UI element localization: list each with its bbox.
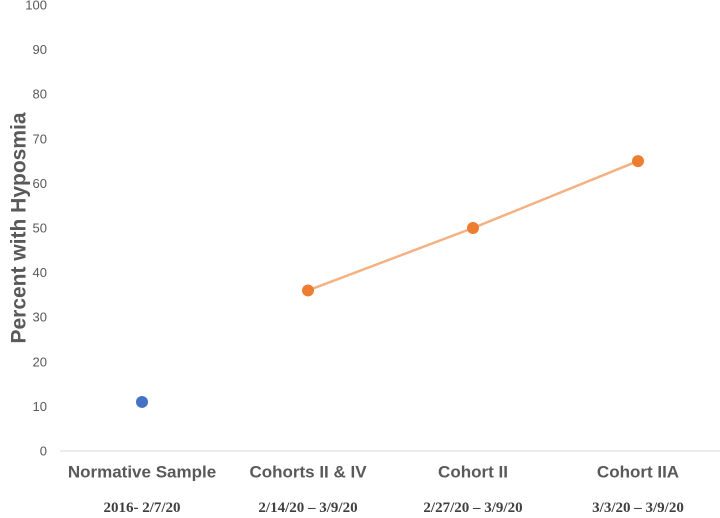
x-category-label: Cohort II [438,463,508,482]
y-tick-label: 10 [33,399,47,414]
data-point [136,395,148,408]
x-category-label: Cohorts II & IV [249,463,367,482]
x-category-label: Cohort IIA [597,463,679,482]
y-tick-label: 70 [33,131,47,146]
x-date-label: 2016- 2/7/20 [103,500,180,516]
x-category-label: Normative Sample [68,463,216,482]
x-date-labels: 2016- 2/7/20 2/14/20 – 3/9/20 2/27/20 – 3/… [103,500,683,516]
y-tick-label: 20 [33,354,47,369]
x-date-label: 2/14/20 – 3/9/20 [258,500,357,516]
y-tick-label: 30 [33,310,47,325]
y-tick-label: 50 [33,221,47,236]
x-category-labels: Normative Sample Cohorts II & IV Cohort II… [68,463,679,482]
y-tick-labels: 0 10 20 30 40 50 60 70 80 90 100 [25,0,47,459]
y-tick-label: 40 [33,265,47,280]
data-point [302,284,314,297]
y-tick-label: 100 [25,0,47,13]
series-points [136,155,644,408]
x-date-label: 2/27/20 – 3/9/20 [423,500,522,516]
x-date-label: 3/3/20 – 3/9/20 [592,500,684,516]
data-point [467,222,479,234]
y-tick-label: 80 [33,87,47,102]
y-tick-label: 90 [33,42,47,57]
y-tick-label: 60 [33,176,47,191]
y-axis-title: Percent with Hyposmia [8,112,31,343]
data-point [632,155,644,168]
y-tick-label: 0 [40,444,47,459]
